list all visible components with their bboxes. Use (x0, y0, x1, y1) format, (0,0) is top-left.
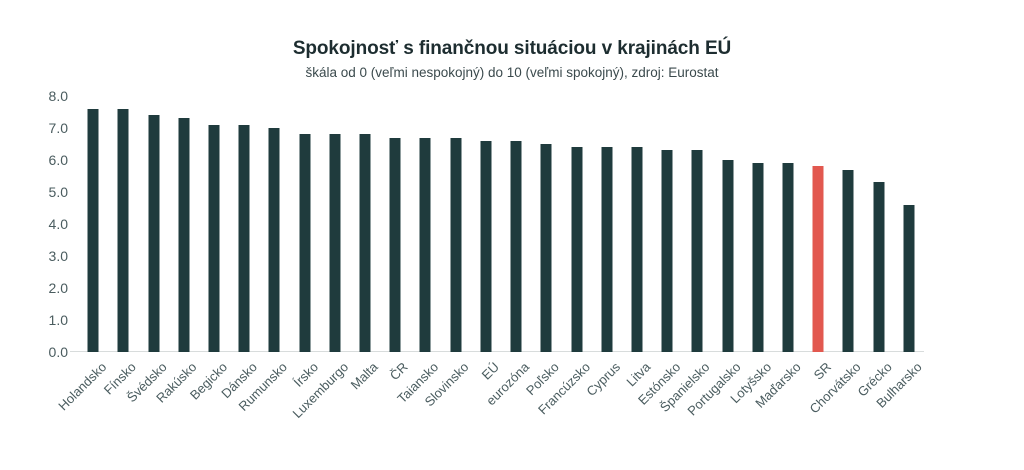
bar[interactable] (208, 124, 220, 352)
bar[interactable] (238, 124, 250, 352)
bar-slot (471, 96, 501, 352)
y-axis-tick-label: 2.0 (48, 280, 68, 296)
x-axis-tick-label: SR (810, 359, 835, 383)
bar-slot (169, 96, 199, 352)
bar[interactable] (782, 163, 794, 352)
bar[interactable] (419, 137, 431, 352)
bar-slot (78, 96, 108, 352)
y-axis-tick-label: 0.0 (48, 344, 68, 360)
bar[interactable] (842, 169, 854, 352)
bar[interactable] (389, 137, 401, 352)
bar-slot (108, 96, 138, 352)
bar-slot (864, 96, 894, 352)
x-axis-tick-label: ČR (387, 359, 411, 384)
bar-slot (501, 96, 531, 352)
bar-slot (320, 96, 350, 352)
bar-slot (259, 96, 289, 352)
bar[interactable] (873, 182, 885, 352)
y-axis-tick-label: 6.0 (48, 152, 68, 168)
y-axis-tick-label: 3.0 (48, 248, 68, 264)
bar[interactable] (450, 137, 462, 352)
y-axis-tick-label: 4.0 (48, 216, 68, 232)
bar-slot (441, 96, 471, 352)
bar-slot (833, 96, 863, 352)
bar-slot (531, 96, 561, 352)
bar[interactable] (299, 134, 311, 352)
bar-slot (773, 96, 803, 352)
bar[interactable] (268, 128, 280, 352)
bar[interactable] (601, 147, 613, 352)
axis-baseline (70, 351, 924, 352)
bar-slot (652, 96, 682, 352)
bar-slot (199, 96, 229, 352)
bar-slot (894, 96, 924, 352)
bar[interactable] (722, 160, 734, 352)
bar-slot (380, 96, 410, 352)
bar-slot (138, 96, 168, 352)
title-block: Spokojnosť s finančnou situáciou v kraji… (0, 38, 1024, 81)
bar-series (78, 96, 924, 352)
plot-area (70, 96, 924, 352)
y-axis-tick-label: 8.0 (48, 88, 68, 104)
bar-slot (410, 96, 440, 352)
bar-slot (561, 96, 591, 352)
bar-slot (743, 96, 773, 352)
bar[interactable] (752, 163, 764, 352)
bar-slot (622, 96, 652, 352)
bar[interactable] (329, 134, 341, 352)
x-axis-tick-label: Malta (347, 359, 381, 393)
chart-subtitle: škála od 0 (veľmi nespokojný) do 10 (veľ… (305, 64, 719, 80)
bar[interactable] (359, 134, 371, 352)
bar[interactable] (691, 150, 703, 352)
y-axis-tick-label: 5.0 (48, 184, 68, 200)
bar-slot (229, 96, 259, 352)
bar-slot (803, 96, 833, 352)
bar-slot (592, 96, 622, 352)
bar[interactable] (87, 108, 99, 352)
bar[interactable] (148, 115, 160, 352)
y-axis-tick-label: 7.0 (48, 120, 68, 136)
bar-slot (350, 96, 380, 352)
bar-slot (682, 96, 712, 352)
bar[interactable] (631, 147, 643, 352)
page-title: Spokojnosť s finančnou situáciou v kraji… (292, 38, 732, 59)
bar-slot (713, 96, 743, 352)
bar-slot (290, 96, 320, 352)
bar[interactable] (178, 118, 190, 352)
bar[interactable] (540, 144, 552, 352)
y-axis-tick-label: 1.0 (48, 312, 68, 328)
bar[interactable] (480, 140, 492, 352)
bar[interactable] (812, 166, 824, 352)
x-axis-tick-label: EÚ (478, 359, 502, 383)
bar[interactable] (117, 108, 129, 352)
bar[interactable] (903, 204, 915, 352)
bar[interactable] (510, 140, 522, 352)
bar[interactable] (661, 150, 673, 352)
bar[interactable] (571, 147, 583, 352)
